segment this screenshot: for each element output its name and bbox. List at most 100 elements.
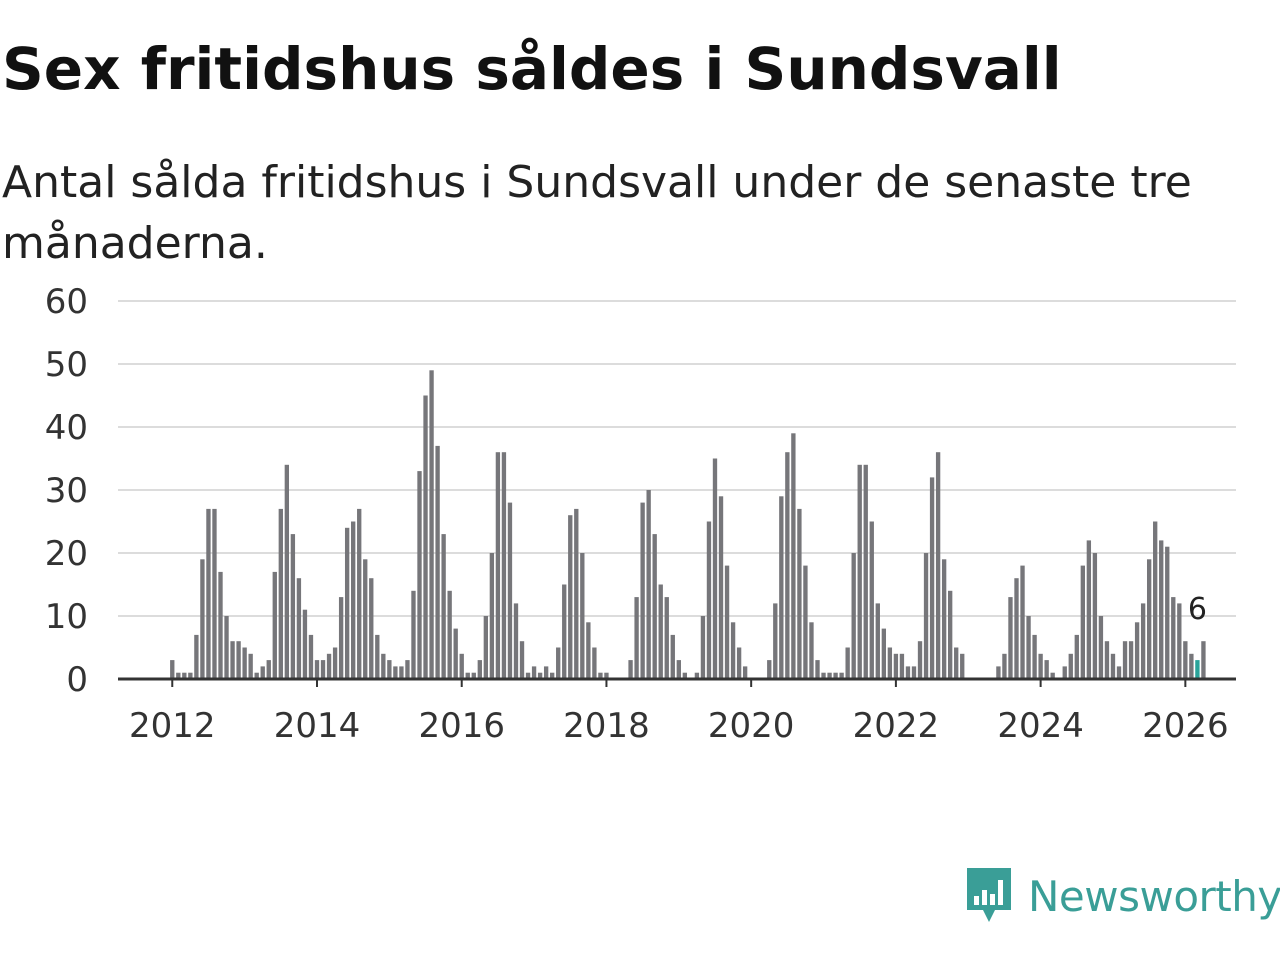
bar — [200, 559, 205, 679]
bar — [308, 634, 314, 679]
brand-logo: Newsworthy — [964, 864, 1280, 928]
bar — [833, 672, 838, 679]
bar — [1183, 641, 1188, 679]
bar — [785, 452, 790, 679]
bar — [1050, 672, 1055, 679]
bar — [827, 672, 832, 679]
bar — [1014, 578, 1019, 679]
bar — [718, 496, 724, 679]
x-tick-label: 2022 — [853, 706, 940, 746]
bar — [923, 553, 929, 679]
bar — [1165, 546, 1170, 679]
bar — [477, 660, 482, 679]
annotations: 6 — [1188, 592, 1207, 627]
bar — [742, 666, 748, 679]
bar — [929, 477, 935, 679]
chart-subtitle: Antal sålda fritidshus i Sundsvall under… — [2, 157, 1192, 269]
bar — [580, 553, 585, 679]
bar — [1008, 597, 1013, 679]
bar — [562, 584, 567, 679]
bar — [851, 553, 856, 679]
bar — [634, 597, 639, 679]
bar — [218, 571, 223, 679]
bar — [525, 672, 531, 679]
bar — [911, 666, 917, 679]
bar — [839, 672, 844, 679]
bar — [441, 534, 446, 679]
bars — [170, 370, 1206, 679]
bar — [869, 521, 874, 679]
bar — [803, 565, 808, 679]
bar — [574, 508, 579, 679]
bar — [483, 616, 489, 679]
bar — [1177, 603, 1182, 679]
bar — [176, 672, 181, 679]
bar — [857, 464, 862, 679]
bar — [863, 464, 868, 679]
y-axis-tick-labels: 0 10 20 30 40 50 60 — [45, 282, 88, 700]
bar — [767, 660, 772, 679]
bar — [284, 464, 290, 679]
bar — [375, 634, 380, 679]
bar — [471, 672, 476, 679]
bar — [556, 647, 561, 679]
gridlines — [118, 300, 1236, 617]
bar — [773, 603, 778, 679]
bar — [290, 534, 296, 679]
x-axis-tick-labels: 2012 2014 2016 2018 2020 2022 2024 2026 — [129, 679, 1229, 746]
bar — [1002, 653, 1007, 679]
x-tick-label: 2018 — [563, 706, 650, 746]
bar — [670, 634, 675, 679]
bar — [887, 647, 893, 679]
bar — [393, 666, 398, 679]
bar — [405, 660, 410, 679]
bar — [568, 515, 573, 679]
bar — [875, 603, 880, 679]
bar — [586, 622, 591, 679]
bar — [507, 502, 513, 679]
bar — [182, 672, 187, 679]
bar — [845, 647, 850, 679]
bar — [417, 471, 422, 679]
bar — [435, 445, 440, 679]
bar — [899, 653, 905, 679]
bar — [338, 597, 344, 679]
newsworthy-logo-icon — [967, 868, 1011, 922]
bar — [314, 660, 320, 679]
bar — [1080, 565, 1085, 679]
bar — [1092, 553, 1098, 679]
bar — [513, 603, 519, 679]
bar — [779, 496, 784, 679]
bar — [296, 578, 302, 679]
bar — [230, 641, 235, 679]
bar — [905, 666, 911, 679]
bar — [543, 666, 549, 679]
bar — [531, 666, 537, 679]
bar — [363, 559, 368, 679]
bar — [960, 653, 965, 679]
bar — [676, 660, 681, 679]
x-tick-label: 2016 — [418, 706, 505, 746]
bar — [260, 666, 265, 679]
y-tick-label: 10 — [45, 597, 88, 637]
y-tick-label: 20 — [45, 534, 88, 574]
bar — [1122, 641, 1128, 679]
bar — [1038, 653, 1043, 679]
bar — [489, 553, 495, 679]
bar — [495, 452, 501, 679]
bar — [1134, 622, 1140, 679]
x-tick-label: 2020 — [708, 706, 795, 746]
bar — [954, 647, 959, 679]
bar — [453, 628, 458, 679]
bar — [326, 653, 332, 679]
bar — [821, 672, 826, 679]
x-tick-label: 2014 — [274, 706, 361, 746]
x-tick-label: 2024 — [997, 706, 1084, 746]
bar — [206, 508, 211, 679]
bar — [369, 578, 374, 679]
bar — [1171, 597, 1176, 679]
bar — [1026, 616, 1031, 679]
x-tick-label: 2026 — [1142, 706, 1229, 746]
bar — [399, 666, 404, 679]
